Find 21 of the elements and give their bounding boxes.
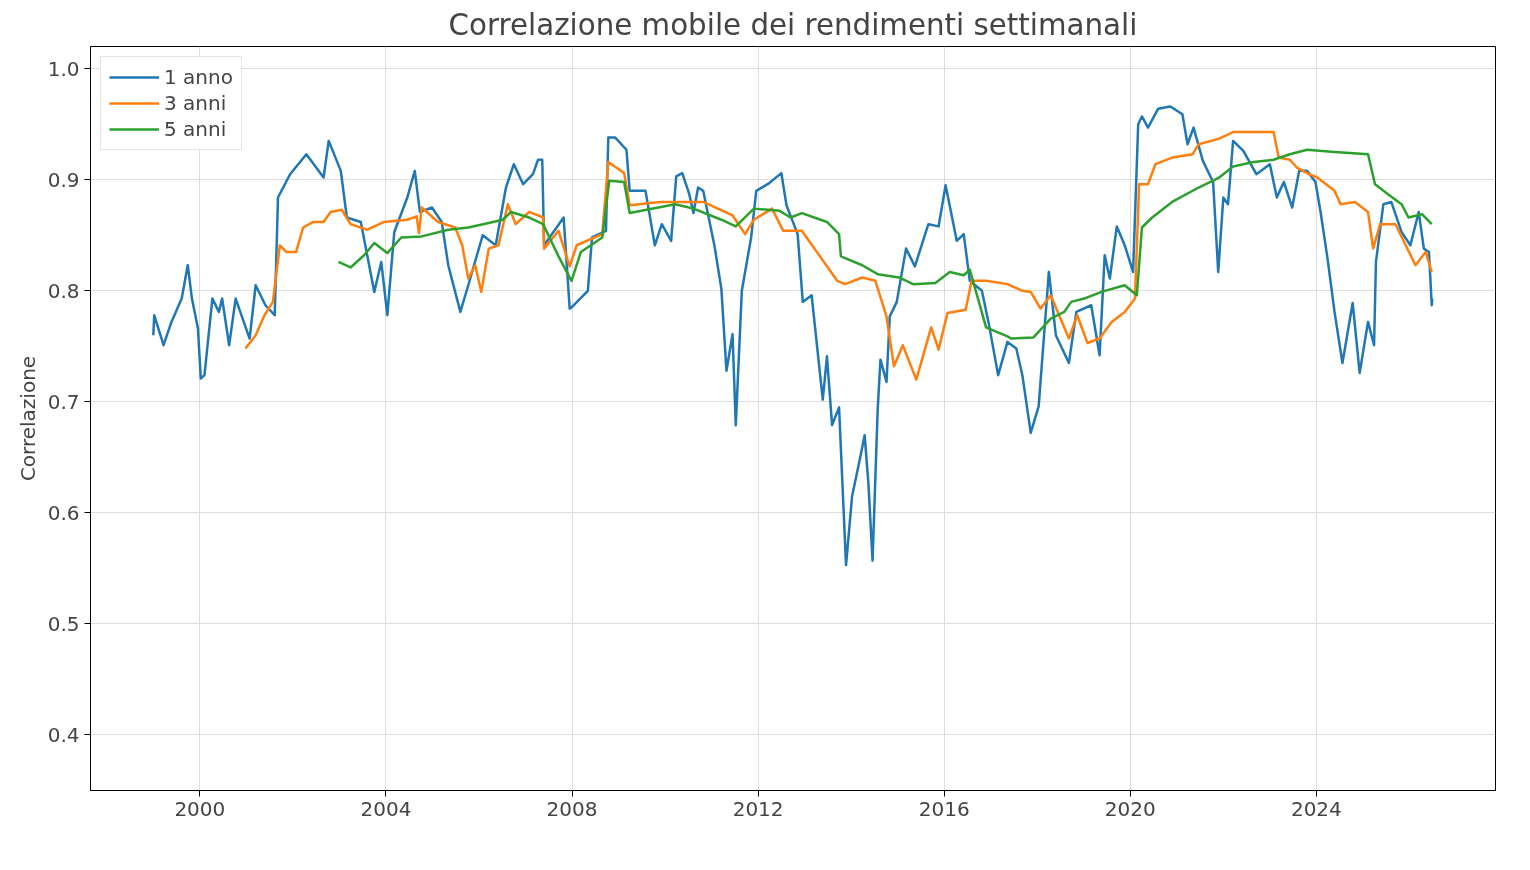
- y-tick-label: 0.6: [47, 500, 80, 525]
- y-tick-label: 1.0: [47, 56, 80, 81]
- x-tick-label: 2008: [546, 796, 598, 821]
- legend-label: 1 anno: [164, 65, 233, 89]
- x-tick-label: 2004: [360, 796, 412, 821]
- legend-label: 3 anni: [164, 91, 227, 115]
- line-series: [337, 148, 1434, 340]
- y-tick-label: 0.9: [47, 167, 80, 192]
- y-tick-label: 0.8: [47, 278, 80, 303]
- line-series: [244, 130, 1434, 381]
- x-tick-label: 2024: [1290, 796, 1342, 821]
- legend-label: 5 anni: [164, 117, 227, 141]
- x-tick-label: 2016: [918, 796, 970, 821]
- y-tick-label: 0.7: [47, 389, 80, 414]
- y-axis-title: Correlazione: [15, 355, 40, 482]
- x-tick-label: 2012: [732, 796, 784, 821]
- x-tick-label: 2020: [1104, 796, 1156, 821]
- x-tick-label: 2000: [174, 796, 226, 821]
- y-tick-label: 0.5: [47, 611, 80, 636]
- y-tick-label: 0.4: [47, 722, 80, 747]
- chart-title: Correlazione mobile dei rendimenti settimanali: [448, 7, 1138, 42]
